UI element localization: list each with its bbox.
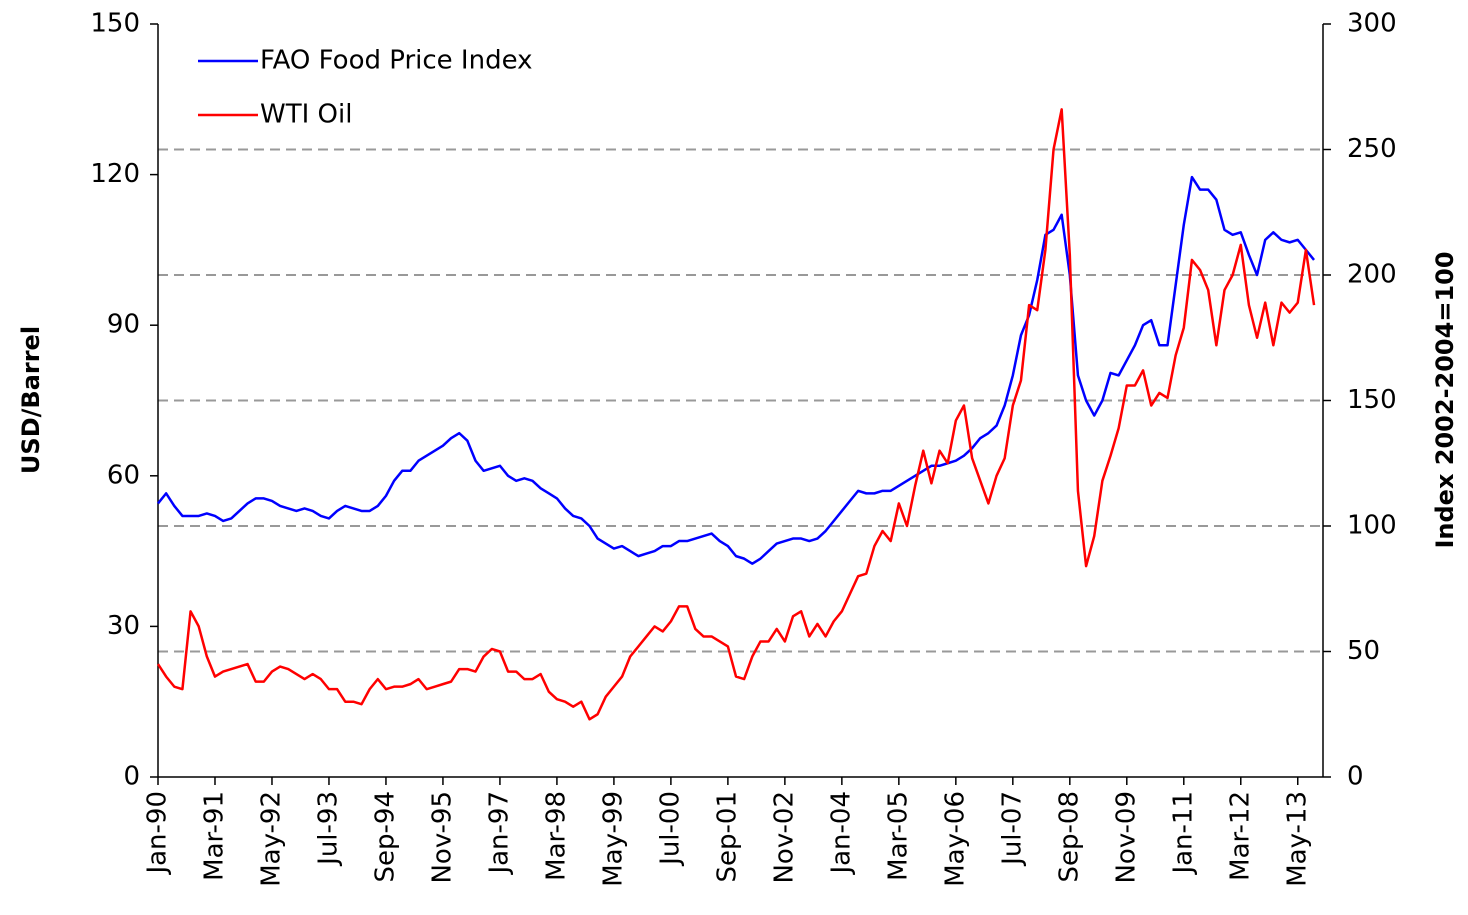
legend-label: WTI Oil xyxy=(260,100,352,130)
y-tick-label: 0 xyxy=(123,762,140,792)
x-tick-label: Jan-04 xyxy=(826,791,856,876)
x-tick-label: Mar-05 xyxy=(883,791,913,881)
x-tick-label: May-06 xyxy=(940,791,970,887)
x-tick-label: Jul-07 xyxy=(997,791,1027,867)
y2-axis-title: Index 2002-2004=100 xyxy=(1431,251,1459,548)
y2-tick-label: 50 xyxy=(1347,636,1380,666)
y-tick-label: 150 xyxy=(90,9,140,39)
y2-tick-label: 150 xyxy=(1347,385,1397,415)
x-tick-label: Nov-02 xyxy=(769,791,799,884)
legend-label: FAO Food Price Index xyxy=(260,46,533,76)
x-tick-label: Jan-11 xyxy=(1168,791,1198,876)
y2-tick-label: 200 xyxy=(1347,260,1397,290)
y-tick-label: 30 xyxy=(107,611,140,641)
x-tick-label: Mar-91 xyxy=(199,791,229,881)
y-axis-title: USD/Barrel xyxy=(17,326,45,474)
y2-tick-label: 0 xyxy=(1347,762,1364,792)
x-tick-label: Nov-09 xyxy=(1111,791,1141,884)
x-tick-label: Jul-93 xyxy=(313,791,343,867)
x-tick-label: May-99 xyxy=(598,791,628,887)
x-tick-label: Jul-00 xyxy=(655,791,685,867)
series-line xyxy=(156,108,1316,721)
y-tick-label: 60 xyxy=(107,460,140,490)
x-tick-label: Sep-94 xyxy=(370,791,400,882)
x-tick-label: Sep-01 xyxy=(712,791,742,882)
x-tick-label: Jan-90 xyxy=(143,791,173,876)
y-tick-label: 90 xyxy=(107,310,140,340)
x-tick-label: May-92 xyxy=(256,791,286,887)
x-tick-label: Nov-95 xyxy=(427,791,457,884)
y-tick-label: 120 xyxy=(90,159,140,189)
series-line xyxy=(157,175,1316,565)
x-tick-label: Jan-97 xyxy=(484,791,514,876)
x-tick-label: Sep-08 xyxy=(1054,791,1084,882)
y2-tick-label: 100 xyxy=(1347,511,1397,541)
x-tick-label: Mar-12 xyxy=(1225,791,1255,881)
y2-tick-label: 250 xyxy=(1347,134,1397,164)
x-tick-label: May-13 xyxy=(1282,791,1312,887)
x-tick-label: Mar-98 xyxy=(541,791,571,881)
y2-tick-label: 300 xyxy=(1347,9,1397,39)
